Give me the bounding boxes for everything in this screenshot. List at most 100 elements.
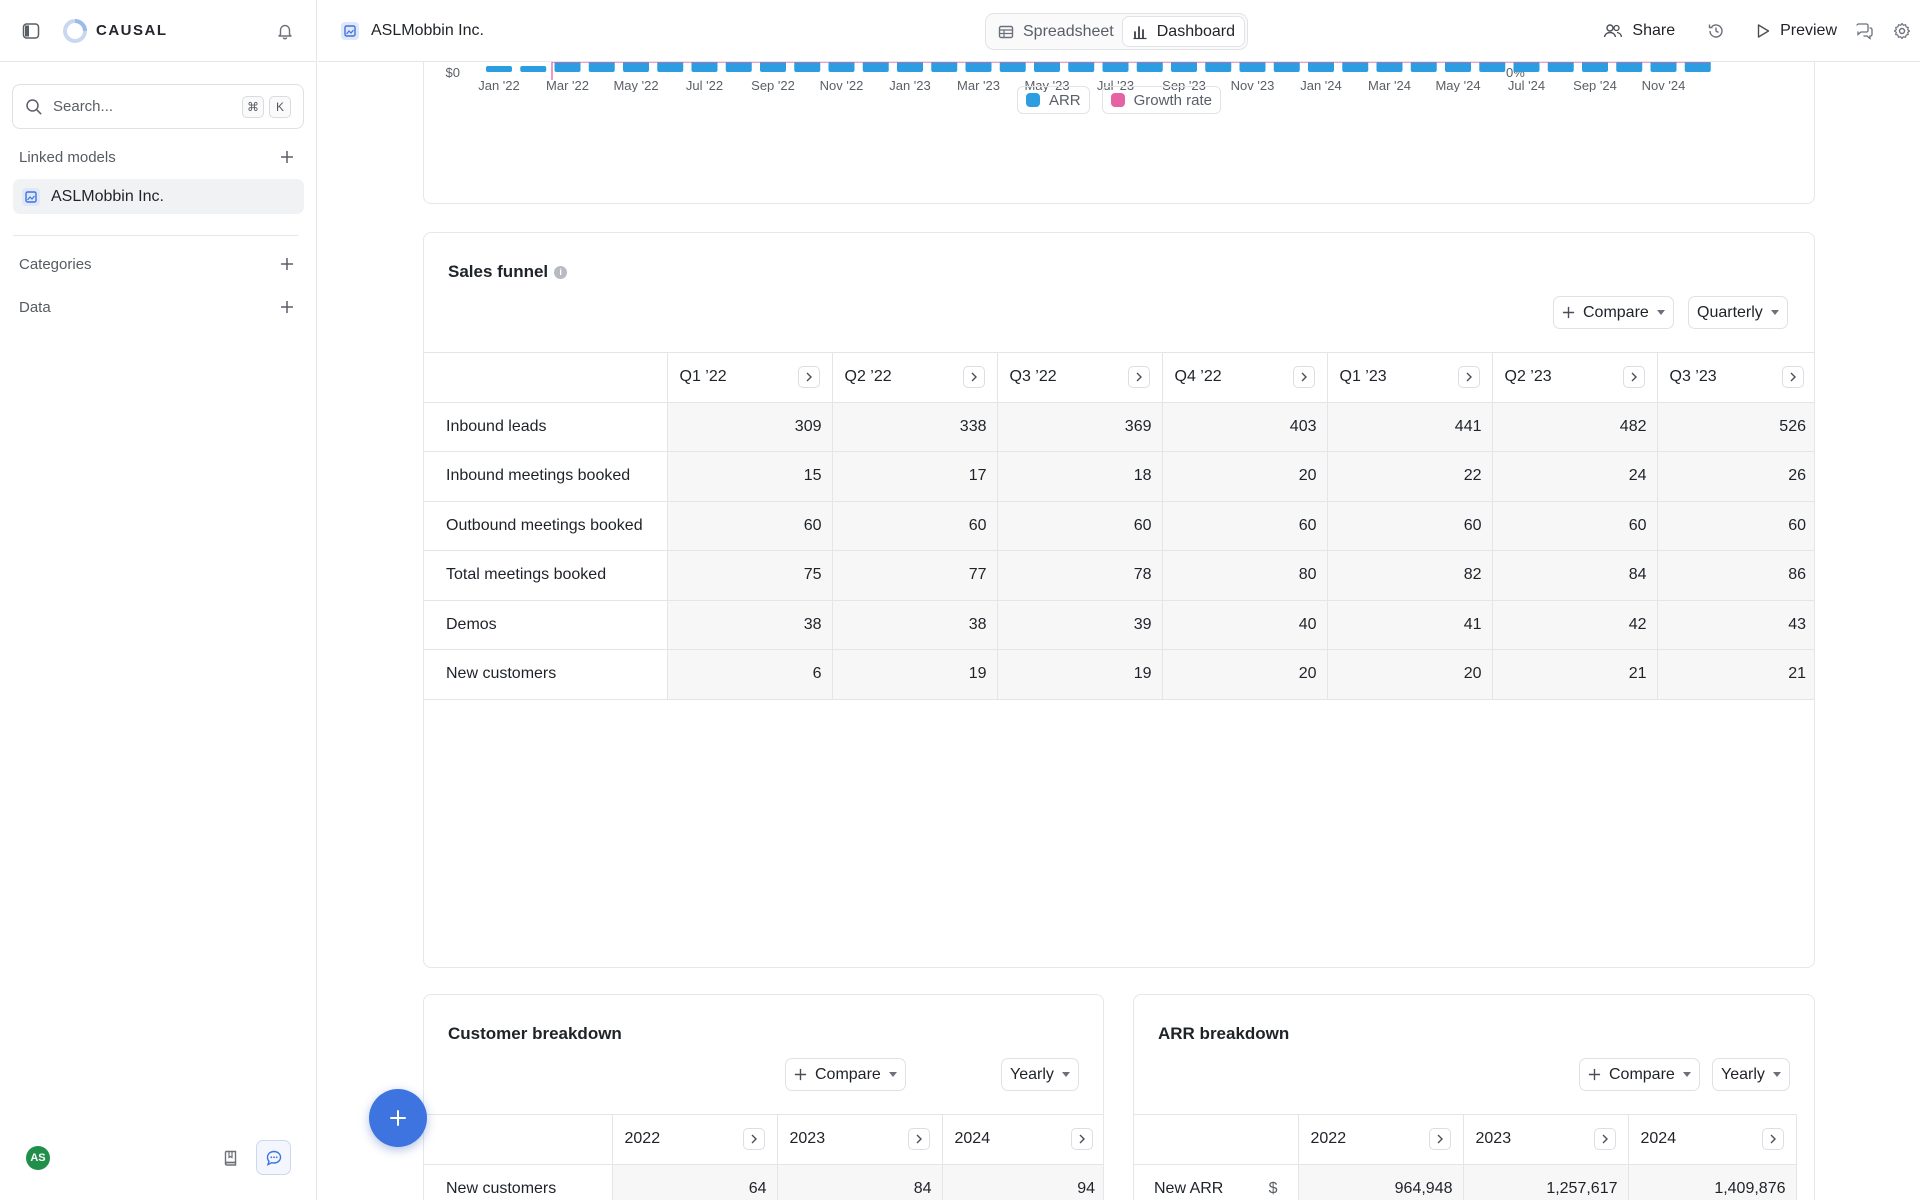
info-icon[interactable]: i [554,265,568,279]
table-cell[interactable]: 64 [612,1164,778,1200]
period-select[interactable]: Quarterly [1688,296,1788,329]
search-input[interactable]: Search... ⌘ K [12,84,304,129]
table-cell[interactable]: 21 [1492,649,1658,700]
chevron-right-icon[interactable] [1428,1128,1451,1151]
table-cell[interactable]: 38 [832,600,998,650]
table-cell[interactable]: 60 [667,501,833,551]
compare-button[interactable]: Compare [785,1058,906,1091]
table-cell[interactable]: 19 [997,649,1163,700]
row-label[interactable]: Inbound meetings booked [424,451,668,502]
document-title[interactable]: ASLMobbin Inc. [340,21,484,41]
table-cell[interactable]: 15 [667,451,833,502]
table-cell[interactable]: 60 [1162,501,1328,551]
legend-item-arr[interactable]: ARR [1016,86,1090,114]
table-cell[interactable]: 20 [1327,649,1493,700]
history-icon[interactable] [1707,22,1725,40]
linked-model-item[interactable]: ASLMobbin Inc. [13,179,304,214]
legend-item-growth-rate[interactable]: Growth rate [1101,86,1222,114]
table-cell[interactable]: 77 [832,550,998,601]
table-cell[interactable]: 86 [1657,550,1814,601]
tab-dashboard[interactable]: Dashboard [1122,17,1245,46]
row-label-header [1134,1114,1299,1165]
table-cell[interactable]: 20 [1162,649,1328,700]
tab-spreadsheet[interactable]: Spreadsheet [989,17,1123,46]
chevron-right-icon[interactable] [742,1128,765,1151]
table-cell[interactable]: 82 [1327,550,1493,601]
chevron-right-icon[interactable] [962,366,985,389]
avatar[interactable]: AS [26,1146,50,1170]
row-label-header [424,1114,613,1165]
table-cell[interactable]: 18 [997,451,1163,502]
chevron-right-icon[interactable] [1292,366,1315,389]
row-label[interactable]: New ARR $ [1134,1164,1299,1200]
row-label[interactable]: Outbound meetings booked [424,501,668,551]
table-cell[interactable]: 75 [667,550,833,601]
table-cell[interactable]: 42 [1492,600,1658,650]
chevron-right-icon[interactable] [797,366,820,389]
settings-gear-icon[interactable] [1893,22,1911,40]
table-cell[interactable]: 60 [1657,501,1814,551]
chevron-right-icon[interactable] [1457,366,1480,389]
table-cell[interactable]: 22 [1327,451,1493,502]
compare-button[interactable]: Compare [1579,1058,1700,1091]
chevron-right-icon[interactable] [1593,1128,1616,1151]
table-cell[interactable]: 1,409,876 [1628,1164,1797,1200]
row-label[interactable]: Inbound leads [424,402,668,452]
table-cell[interactable]: 20 [1162,451,1328,502]
table-cell[interactable]: 19 [832,649,998,700]
table-cell[interactable]: 24 [1492,451,1658,502]
add-widget-button[interactable] [369,1089,427,1147]
table-cell[interactable]: 40 [1162,600,1328,650]
add-data-button[interactable] [277,297,297,317]
chevron-right-icon[interactable] [1782,366,1804,389]
table-cell[interactable]: 6 [667,649,833,700]
row-label[interactable]: Demos [424,600,668,650]
table-cell[interactable]: 80 [1162,550,1328,601]
table-cell[interactable]: 526 [1657,402,1814,452]
period-select[interactable]: Yearly [1001,1058,1079,1091]
chevron-right-icon[interactable] [907,1128,930,1151]
chevron-right-icon[interactable] [1761,1128,1784,1151]
chat-support-button[interactable] [256,1140,291,1175]
table-cell[interactable]: 26 [1657,451,1814,502]
chevron-right-icon[interactable] [1622,366,1645,389]
table-cell[interactable]: 39 [997,600,1163,650]
table-cell[interactable]: 41 [1327,600,1493,650]
chevron-right-icon[interactable] [1071,1128,1093,1151]
table-cell[interactable]: 78 [997,550,1163,601]
table-cell[interactable]: 964,948 [1298,1164,1464,1200]
table-cell[interactable]: 17 [832,451,998,502]
table-cell[interactable]: 60 [1327,501,1493,551]
docs-book-icon[interactable] [213,1140,248,1175]
table-cell[interactable]: 94 [942,1164,1103,1200]
compare-button[interactable]: Compare [1553,296,1674,329]
table-cell[interactable]: 309 [667,402,833,452]
table-cell[interactable]: 60 [1492,501,1658,551]
table-cell[interactable]: 441 [1327,402,1493,452]
table-cell[interactable]: 43 [1657,600,1814,650]
table-cell[interactable]: 60 [997,501,1163,551]
table-cell[interactable]: 84 [1492,550,1658,601]
row-label[interactable]: New customers [424,1164,613,1200]
table-cell[interactable]: 369 [997,402,1163,452]
table-cell[interactable]: 38 [667,600,833,650]
table-cell[interactable]: 1,257,617 [1463,1164,1629,1200]
chevron-right-icon[interactable] [1127,366,1150,389]
row-label[interactable]: Total meetings booked [424,550,668,601]
bell-icon[interactable] [274,20,296,42]
add-category-button[interactable] [277,254,297,274]
table-cell[interactable]: 60 [832,501,998,551]
table-cell[interactable]: 403 [1162,402,1328,452]
table-cell[interactable]: 338 [832,402,998,452]
share-button[interactable]: Share [1603,22,1675,40]
period-select[interactable]: Yearly [1712,1058,1790,1091]
row-label[interactable]: New customers [424,649,668,700]
preview-button[interactable]: Preview [1755,22,1837,40]
table-cell[interactable]: 482 [1492,402,1658,452]
sidebar-toggle-icon[interactable] [20,20,42,42]
add-linked-model-button[interactable] [277,147,297,167]
causal-logo[interactable]: CAUSAL [62,18,168,44]
comments-icon[interactable] [1855,22,1875,40]
table-cell[interactable]: 21 [1657,649,1814,700]
table-cell[interactable]: 84 [777,1164,943,1200]
